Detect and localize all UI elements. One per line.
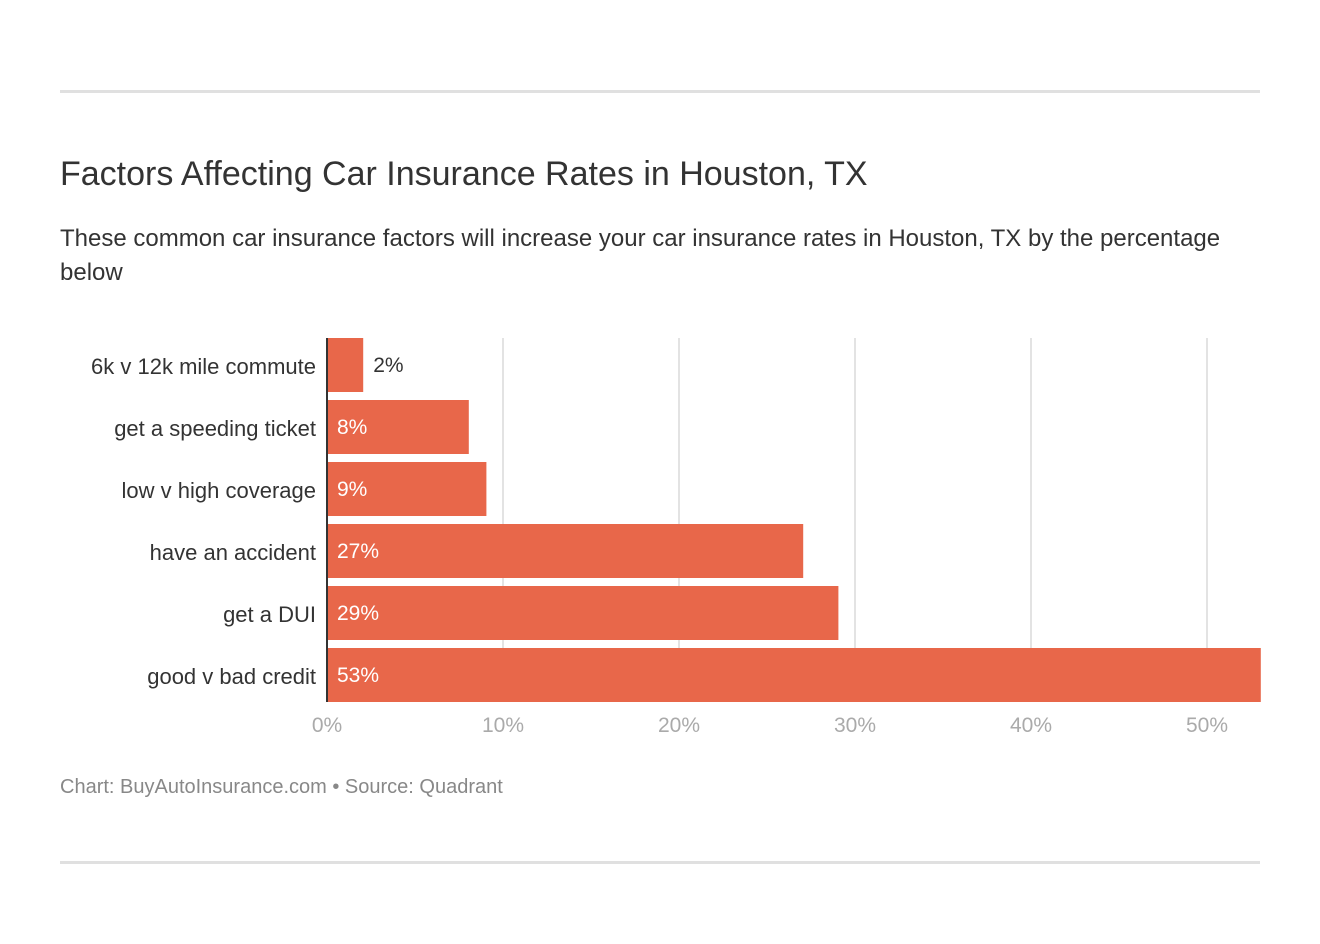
x-tick-label: 0% <box>312 714 342 737</box>
data-label: 27% <box>337 540 379 563</box>
bottom-divider <box>60 861 1260 864</box>
x-tick-label: 20% <box>658 714 700 737</box>
data-label: 9% <box>337 478 367 501</box>
x-tick-label: 50% <box>1186 714 1228 737</box>
data-label: 53% <box>337 664 379 687</box>
x-tick-label: 30% <box>834 714 876 737</box>
bar <box>328 338 364 392</box>
x-tick-label: 40% <box>1010 714 1052 737</box>
data-label: 2% <box>373 354 403 377</box>
top-divider <box>60 90 1260 93</box>
bar <box>328 648 1261 702</box>
category-label: 6k v 12k mile commute <box>91 354 316 379</box>
x-tick-label: 10% <box>482 714 524 737</box>
category-label: get a DUI <box>223 602 316 627</box>
category-label: low v high coverage <box>122 478 316 503</box>
bar <box>328 400 469 454</box>
bar <box>328 462 487 516</box>
data-label: 8% <box>337 416 367 439</box>
data-label: 29% <box>337 602 379 625</box>
chart-title: Factors Affecting Car Insurance Rates in… <box>60 155 868 193</box>
bar <box>328 524 804 578</box>
chart-subtitle: These common car insurance factors will … <box>60 225 1221 286</box>
chart-source-footer: Chart: BuyAutoInsurance.com • Source: Qu… <box>60 776 503 798</box>
category-label: get a speeding ticket <box>114 416 316 441</box>
category-label: good v bad credit <box>147 664 316 689</box>
bar <box>328 586 839 640</box>
category-label: have an accident <box>150 540 316 565</box>
